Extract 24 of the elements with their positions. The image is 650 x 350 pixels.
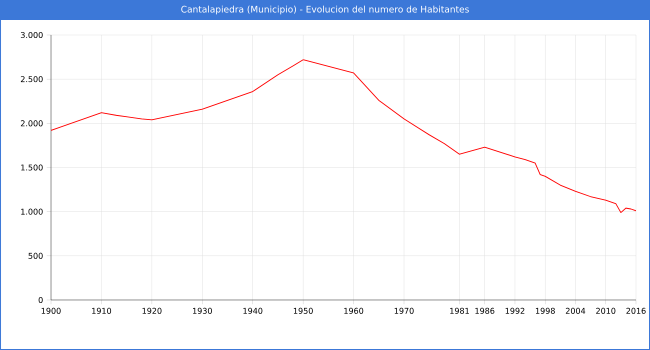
x-tick-label: 2004 — [566, 308, 586, 314]
y-tick-label: 3.000 — [20, 32, 43, 38]
y-tick-label: 1.500 — [21, 164, 43, 171]
y-tick-label: 1.000 — [21, 208, 43, 215]
line-series — [51, 59, 636, 213]
x-tick-label: 1930 — [193, 308, 212, 314]
x-tick-label: 1900 — [42, 308, 61, 314]
x-tick-label: 1940 — [243, 308, 262, 314]
x-tick-label: 1986 — [475, 308, 494, 314]
x-tick-label: 1910 — [92, 308, 112, 314]
y-tick-label: 2.000 — [20, 120, 43, 126]
y-tick-label: 0 — [38, 296, 43, 304]
x-tick-label: 1960 — [344, 308, 364, 314]
x-tick-label: 1920 — [142, 308, 162, 314]
x-tick-label: 1998 — [536, 308, 555, 314]
x-tick-label: 1981 — [450, 308, 469, 314]
x-tick-label: 1992 — [506, 308, 524, 314]
x-tick-label: 1970 — [394, 308, 414, 314]
x-tick-label: 1950 — [294, 308, 313, 314]
y-tick-label: 2.500 — [20, 76, 43, 82]
chart-title: Cantalapiedra (Municipio) - Evolucion del numero de Habitantes — [181, 6, 469, 14]
x-tick-label: 2010 — [596, 308, 616, 314]
x-tick-label: 2016 — [626, 308, 646, 314]
y-tick-label: 500 — [28, 252, 43, 259]
